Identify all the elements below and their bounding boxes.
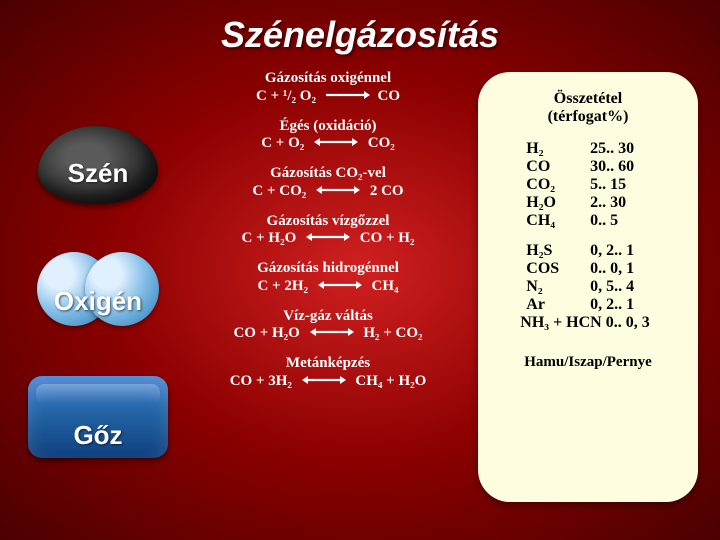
oxygen-label: Oxigén [54,286,142,317]
value-cell: 25.. 30 [576,140,656,158]
reaction-title: Víz-gáz váltás [188,308,468,325]
reaction-left: C + ¹/₂ O₂ [256,88,316,104]
value-cell: 0.. 0, 1 [576,260,656,278]
composition-table: H₂25.. 30CO30.. 60CO₂5.. 15H₂O2.. 30CH₄0… [520,140,655,332]
reaction-title: Gázosítás oxigénnel [188,70,468,87]
table-row: CO₂5.. 15 [520,176,655,194]
reaction-left: CO + H₂O [233,325,299,341]
table-row: H₂O2.. 30 [520,194,655,212]
arrow-both-icon [316,278,364,295]
table-row: COS0.. 0, 1 [520,260,655,278]
coal-label: Szén [68,158,129,189]
table-row: H₂S0, 2.. 1 [520,242,655,260]
reaction-title: Gázosítás hidrogénnel [188,260,468,277]
species-cell: N₂ [520,278,576,296]
long-cell: NH₃ + HCN 0.. 0, 3 [520,314,655,332]
arrow-right-icon [324,88,370,105]
value-cell: 0, 5.. 4 [576,278,656,296]
reaction-title: Gázosítás CO₂-vel [188,165,468,182]
arrow-both-icon [308,325,356,342]
reaction-eq: C + ¹/₂ O₂ CO [188,88,468,105]
reaction-right: 2 CO [370,183,404,199]
species-cell: Ar [520,296,576,314]
reaction-3: Gázosítás CO₂-vel C + CO₂ 2 CO [188,165,468,200]
right-column: Összetétel (térfogat%) H₂25.. 30CO30.. 6… [478,66,698,502]
left-column: Szén Oxigén Gőz [18,66,178,502]
reaction-4: Gázosítás vízgőzzel C + H₂O CO + H₂ [188,213,468,248]
panel-footer: Hamu/Iszap/Pernye [496,354,680,371]
reaction-6: Víz-gáz váltás CO + H₂O H₂ + CO₂ [188,308,468,343]
value-cell: 0, 2.. 1 [576,296,656,314]
value-cell: 2.. 30 [576,194,656,212]
reaction-eq: C + H₂O CO + H₂ [188,230,468,247]
species-cell: H₂S [520,242,576,260]
species-cell: H₂ [520,140,576,158]
reactions-column: Gázosítás oxigénnel C + ¹/₂ O₂ CO Égés (… [188,66,468,502]
coal-item: Szén [18,126,178,204]
species-cell: CO [520,158,576,176]
reaction-eq: C + CO₂ 2 CO [188,183,468,200]
reaction-right: CO₂ [368,135,395,151]
reaction-2: Égés (oxidáció) C + O₂ CO₂ [188,118,468,153]
species-cell: CO₂ [520,176,576,194]
arrow-both-icon [304,230,352,247]
table-row: Ar0, 2.. 1 [520,296,655,314]
table-row: CH₄0.. 5 [520,212,655,230]
table-row: H₂25.. 30 [520,140,655,158]
reaction-7: Metánképzés CO + 3H₂ CH₄ + H₂O [188,355,468,390]
reaction-eq: C + 2H₂ CH₄ [188,278,468,295]
composition-panel: Összetétel (térfogat%) H₂25.. 30CO30.. 6… [478,72,698,502]
reaction-left: C + O₂ [261,135,304,151]
reaction-right: CH₄ [372,278,399,294]
reaction-eq: CO + H₂O H₂ + CO₂ [188,325,468,342]
species-cell: COS [520,260,576,278]
panel-title: Összetétel (térfogat%) [496,90,680,126]
reaction-right: CO [377,88,400,104]
panel-title-line2: (térfogat%) [548,108,629,125]
steam-item: Gőz [18,366,178,458]
arrow-both-icon [314,183,362,200]
reaction-5: Gázosítás hidrogénnel C + 2H₂ CH₄ [188,260,468,295]
species-cell: CH₄ [520,212,576,230]
table-row: CO30.. 60 [520,158,655,176]
reaction-title: Gázosítás vízgőzzel [188,213,468,230]
reaction-left: C + H₂O [242,230,297,246]
reaction-eq: CO + 3H₂ CH₄ + H₂O [188,373,468,390]
table-row: N₂0, 5.. 4 [520,278,655,296]
arrow-both-icon [300,373,348,390]
steam-label: Gőz [73,420,122,451]
reaction-right: CO + H₂ [360,230,415,246]
content-area: Szén Oxigén Gőz Gázosítás oxigénnel C + … [0,56,720,502]
table-row: NH₃ + HCN 0.. 0, 3 [520,314,655,332]
value-cell: 30.. 60 [576,158,656,176]
reaction-left: C + 2H₂ [257,278,308,294]
reaction-title: Metánképzés [188,355,468,372]
value-cell: 5.. 15 [576,176,656,194]
reaction-title: Égés (oxidáció) [188,118,468,135]
reaction-right: H₂ + CO₂ [363,325,422,341]
species-cell: H₂O [520,194,576,212]
reaction-left: C + CO₂ [252,183,306,199]
panel-title-line1: Összetétel [554,90,622,107]
reaction-right: CH₄ + H₂O [355,373,426,389]
oxygen-item: Oxigén [18,242,178,328]
value-cell: 0, 2.. 1 [576,242,656,260]
reaction-eq: C + O₂ CO₂ [188,135,468,152]
arrow-both-icon [312,135,360,152]
reaction-left: CO + 3H₂ [230,373,292,389]
value-cell: 0.. 5 [576,212,656,230]
reaction-1: Gázosítás oxigénnel C + ¹/₂ O₂ CO [188,70,468,105]
page-title: Szénelgázosítás [0,0,720,56]
